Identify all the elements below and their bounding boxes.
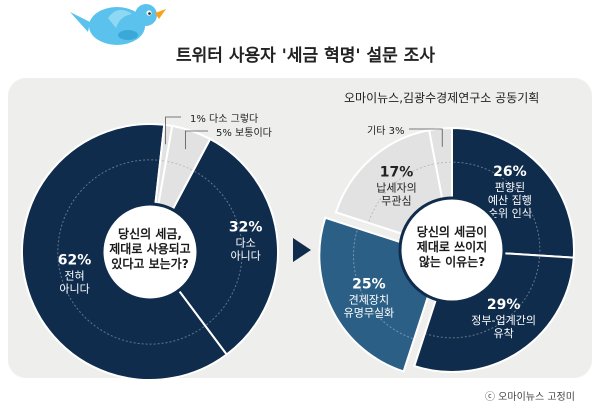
slice-category-label: 순위 인식 — [488, 207, 532, 220]
slice-percent-label: 17% — [380, 164, 414, 180]
pie-slice-ring — [453, 161, 541, 255]
chart-question: 제대로 사용되고 — [109, 241, 190, 256]
page-title: 트위터 사용자 '세금 혁명' 설문 조사 — [176, 45, 435, 66]
callout-line — [165, 116, 181, 145]
slice-category-label: 편향된 — [495, 181, 525, 194]
chart-question: 당신의 세금이 — [417, 224, 487, 239]
chart-question: 제대로 쓰이지 — [417, 239, 487, 254]
bird-icon — [70, 4, 166, 45]
pie-slice-ring — [57, 159, 205, 345]
chart-question: 않는 이유는? — [419, 254, 485, 269]
chart-question: 있다고 보는가? — [111, 256, 188, 271]
pie-slice-ring — [368, 163, 435, 222]
slice-category-label: 유착 — [494, 327, 514, 340]
slice-callout-label: 기타 3% — [367, 125, 404, 137]
slice-percent-label: 26% — [493, 164, 527, 180]
pie-slice-ring — [194, 170, 243, 326]
slice-category-label: 견제장치 — [349, 294, 389, 307]
pie-slice-ring — [426, 257, 541, 339]
chart-question: 당신의 세금, — [118, 226, 182, 241]
slice-percent-label: 25% — [352, 277, 386, 293]
slice-category-label: 아니다 — [59, 283, 89, 296]
slice-percent-label: 32% — [229, 220, 263, 236]
callout-line — [409, 128, 443, 147]
source-label: 오마이뉴스,김광수경제연구소 공동기획 — [344, 91, 539, 105]
callout-line — [185, 130, 208, 150]
center-disc — [398, 196, 506, 304]
pie-slice-ring — [436, 161, 451, 164]
center-disc — [100, 202, 200, 302]
slice-category-label: 유명무실화 — [344, 307, 395, 320]
slice-category-label: 무관심 — [381, 194, 411, 207]
pie-slice-ring — [353, 229, 413, 339]
slice-category-label: 납세자의 — [376, 181, 416, 194]
slice-category-label: 다소 — [236, 237, 256, 250]
slice-category-label: 전혀 — [64, 270, 84, 283]
slice-category-label: 예산 집행 — [488, 194, 532, 207]
slice-category-label: 정부-업계간의 — [471, 314, 536, 327]
slice-category-label: 아니다 — [230, 250, 260, 263]
pie-slice-ring — [167, 161, 193, 171]
slice-percent-label: 29% — [487, 297, 521, 313]
credit-label: ⓒ 오마이뉴스 고정미 — [485, 391, 575, 403]
slice-percent-label: 62% — [58, 253, 92, 269]
slice-callout-label: 5% 보통이다 — [216, 127, 272, 139]
slice-callout-label: 1% 다소 그렇다 — [190, 112, 258, 125]
arrow-icon — [293, 238, 311, 262]
